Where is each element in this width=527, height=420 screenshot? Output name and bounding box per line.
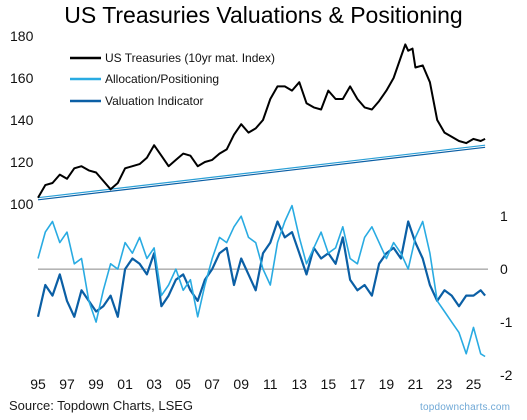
source-note: Source: Topdown Charts, LSEG bbox=[9, 398, 194, 413]
y-tick-label-left: 160 bbox=[10, 70, 34, 86]
y-tick-label-left: 120 bbox=[10, 154, 34, 170]
y-tick-label-left: 100 bbox=[10, 196, 34, 212]
y-tick-label-left: 180 bbox=[10, 28, 34, 44]
x-tick-label: 25 bbox=[466, 376, 482, 392]
y-tick-label-left: 140 bbox=[10, 112, 34, 128]
x-tick-label: 15 bbox=[321, 376, 337, 392]
x-tick-label: 07 bbox=[204, 376, 220, 392]
x-tick-label: 99 bbox=[88, 376, 104, 392]
x-tick-label: 11 bbox=[263, 376, 278, 392]
trend-line-allocation bbox=[37, 144, 486, 199]
legend-label: Valuation Indicator bbox=[105, 94, 204, 108]
chart-title: US Treasuries Valuations & Positioning bbox=[64, 2, 463, 28]
x-tick-label: 01 bbox=[117, 376, 133, 392]
y-tick-label-right: -1 bbox=[500, 314, 513, 330]
x-tick-label: 23 bbox=[437, 376, 453, 392]
legend-label: US Treasuries (10yr mat. Index) bbox=[105, 51, 275, 65]
x-tick-label: 95 bbox=[30, 376, 46, 392]
watermark: topdowncharts.com bbox=[420, 402, 511, 413]
legend-label: Allocation/Positioning bbox=[105, 72, 219, 86]
x-tick-label: 05 bbox=[175, 376, 191, 392]
y-tick-label-right: 0 bbox=[500, 261, 508, 277]
x-tick-label: 09 bbox=[233, 376, 249, 392]
series-line-valuation bbox=[36, 220, 486, 318]
y-tick-label-right: 1 bbox=[500, 208, 508, 224]
x-tick-label: 21 bbox=[408, 376, 424, 392]
x-tick-label: 17 bbox=[350, 376, 366, 392]
series-line-treasuries bbox=[37, 43, 486, 199]
x-tick-label: 97 bbox=[59, 376, 75, 392]
series-line-allocation bbox=[37, 204, 486, 358]
x-tick-label: 03 bbox=[146, 376, 162, 392]
trend-line-valuation bbox=[37, 146, 486, 201]
x-tick-label: 13 bbox=[292, 376, 308, 392]
y-tick-label-right: -2 bbox=[500, 367, 513, 383]
x-tick-label: 19 bbox=[379, 376, 395, 392]
